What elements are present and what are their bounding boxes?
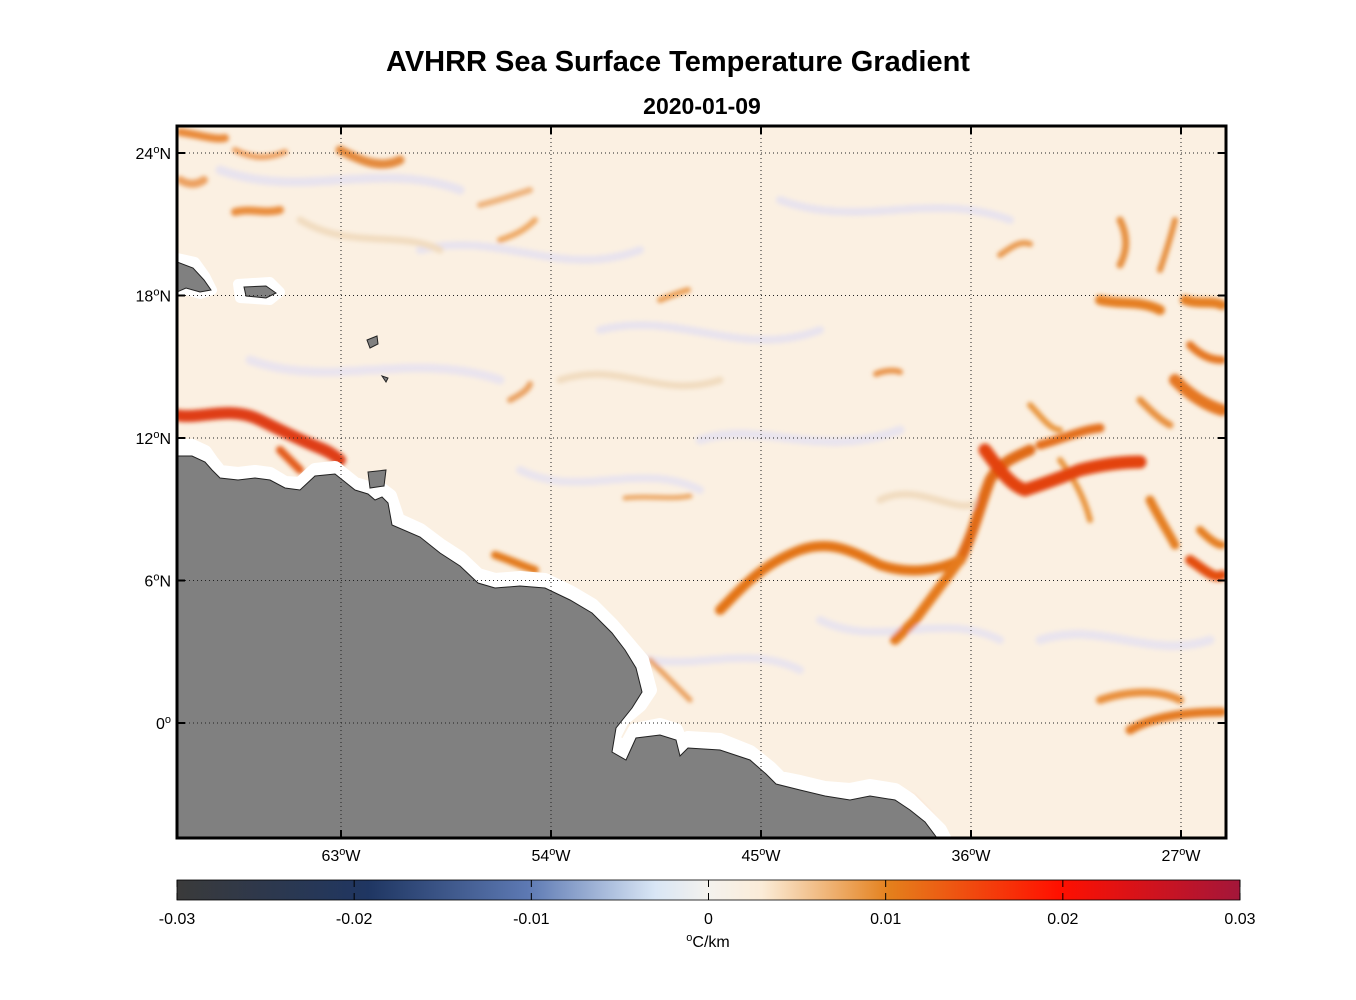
texture-line — [245, 355, 505, 385]
graticule — [177, 126, 1226, 838]
front — [873, 367, 903, 377]
lon-tick-label: 45oW — [741, 846, 781, 865]
front-main — [890, 555, 965, 645]
front — [1157, 217, 1178, 273]
lon-tick-label: 36oW — [951, 846, 991, 865]
longitude-ticks: 63oW 54oW 45oW 36oW 27oW — [321, 126, 1201, 865]
lat-tick-label: 6oN — [144, 572, 171, 591]
trinidad-land — [367, 469, 387, 489]
lat-tick-label: 0o — [156, 714, 171, 733]
front-main — [491, 551, 539, 574]
front-main — [954, 444, 1036, 566]
front — [1185, 555, 1226, 582]
colorbar-tick-label: 0.02 — [1047, 911, 1078, 928]
colorbar-tick-label: -0.01 — [513, 911, 550, 928]
latitude-ticks: 24oN 18oN 12oN 6oN 0o — [136, 144, 1226, 733]
colorbar-ticks: -0.03 -0.02 -0.01 0 0.01 0.02 0.03 — [159, 880, 1256, 928]
front — [1145, 495, 1180, 550]
texture-line — [416, 241, 644, 264]
front — [1196, 526, 1226, 549]
colorbar-tick-label: -0.03 — [159, 911, 196, 928]
front — [1116, 216, 1130, 269]
island-land — [380, 375, 389, 383]
texture-line — [695, 425, 905, 447]
colorbar-tick-label: 0.01 — [870, 911, 901, 928]
front — [231, 206, 284, 216]
texture-line — [1035, 629, 1215, 651]
texture-line — [556, 370, 724, 390]
front — [647, 657, 693, 703]
front — [1027, 402, 1063, 433]
front — [1057, 457, 1093, 523]
colorbar: -0.03 -0.02 -0.01 0 0.01 0.02 0.03 oC/km — [159, 879, 1256, 951]
texture-line — [516, 466, 704, 494]
colorbar-tick-label: 0.03 — [1224, 911, 1255, 928]
lat-tick-label: 18oN — [136, 287, 171, 306]
colorbar-tick-label: -0.02 — [336, 911, 373, 928]
front-main — [978, 443, 1147, 497]
texture-line — [296, 216, 444, 254]
map-frame — [175, 124, 1228, 840]
texture-line — [596, 321, 824, 344]
lon-tick-label: 63oW — [321, 846, 361, 865]
lon-tick-label: 54oW — [531, 846, 571, 865]
front — [657, 287, 691, 303]
front — [177, 128, 229, 143]
colorbar-tick-label: 0 — [704, 911, 713, 928]
front — [177, 176, 208, 188]
map-subtitle: 2020-01-09 — [643, 93, 761, 119]
front-main — [1035, 423, 1105, 450]
texture-line — [776, 196, 1014, 224]
front — [1186, 341, 1226, 364]
lon-tick-label: 27oW — [1161, 846, 1201, 865]
front — [622, 493, 693, 501]
island-land — [243, 285, 277, 299]
front — [1169, 374, 1226, 416]
texture-line — [876, 490, 984, 510]
sst-gradient-field — [177, 126, 1226, 838]
front-main — [715, 540, 965, 615]
front-main — [276, 446, 304, 474]
lat-tick-label: 12oN — [136, 429, 171, 448]
front — [497, 217, 538, 243]
front — [507, 381, 533, 403]
front — [1125, 707, 1226, 735]
map-title: AVHRR Sea Surface Temperature Gradient — [386, 46, 970, 78]
front-main — [177, 407, 346, 466]
island-land — [366, 335, 379, 349]
front — [1180, 295, 1226, 310]
front — [1095, 295, 1165, 315]
gradient-fronts — [177, 128, 1226, 834]
front — [1096, 688, 1184, 704]
front — [477, 187, 533, 208]
texture-line — [215, 165, 465, 195]
lat-tick-label: 24oN — [136, 144, 171, 163]
front — [1136, 396, 1174, 429]
land-masses — [177, 253, 952, 838]
south-america-land — [177, 455, 938, 838]
colorbar-unit-label: oC/km — [686, 932, 729, 951]
front — [997, 240, 1033, 258]
